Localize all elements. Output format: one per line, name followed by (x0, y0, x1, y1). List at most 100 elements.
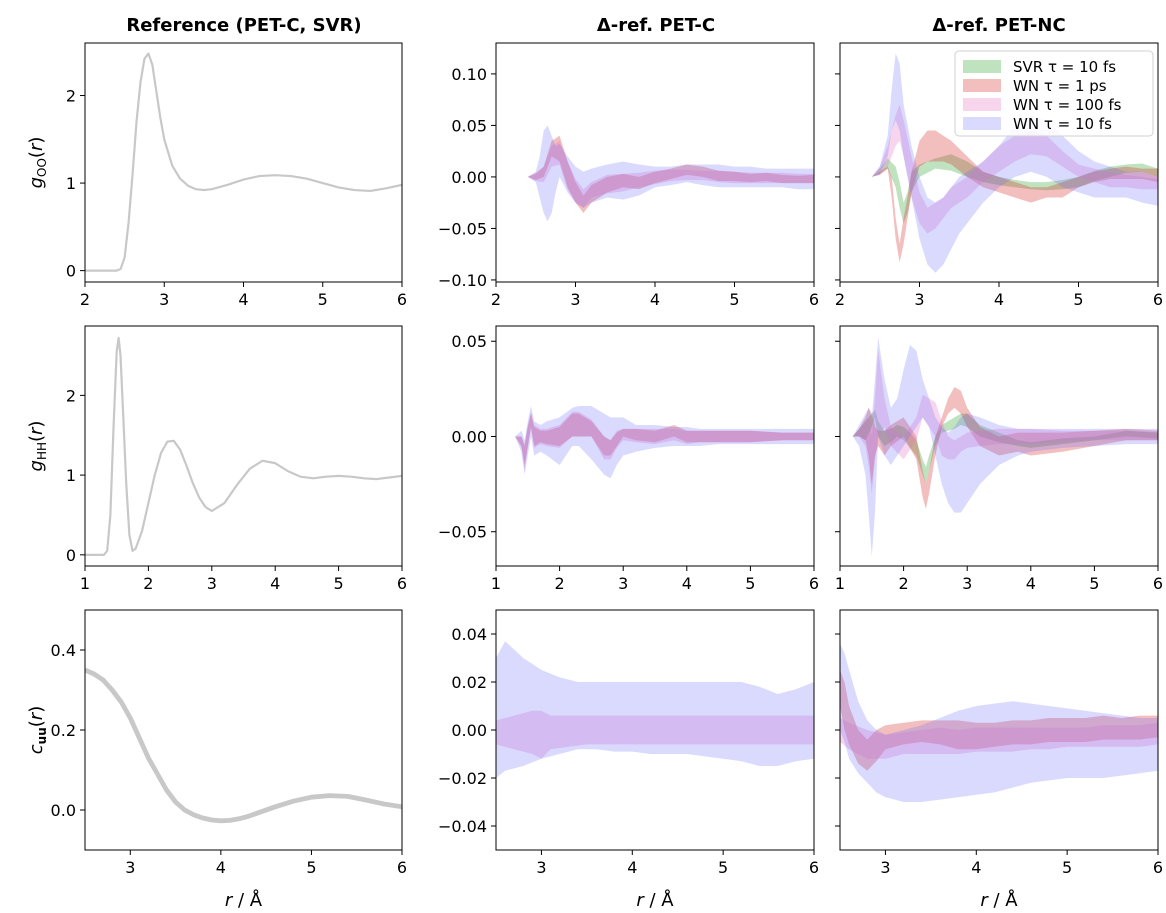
x-tick-label: 3 (914, 290, 924, 309)
x-tick-label: 4 (1026, 574, 1036, 593)
y-tick-label: 0.00 (451, 721, 487, 740)
x-tick-label: 5 (718, 858, 728, 877)
panel-dnc-cuu: 3 4 5 6 r / Å (835, 609, 1163, 911)
band-svr-10fs (840, 409, 1158, 485)
y-tick-label: 0.05 (451, 332, 487, 351)
x-tick-label: 1 (835, 574, 845, 593)
reference-line (85, 336, 402, 556)
x-tick-label: 4 (994, 290, 1004, 309)
band-wn-1ps (840, 670, 1158, 771)
column-titles: Reference (PET-C, SVR) Δ-ref. PET-C Δ-re… (126, 15, 1065, 36)
ylabel-goo: gOO(r) (26, 137, 49, 189)
panel-dc-ghh: 1 2 3 4 5 6 −0.05 0.00 0.05 (438, 325, 819, 593)
x-tick-label: 2 (555, 574, 565, 593)
plot-area (85, 336, 402, 556)
x-tick-label: 6 (397, 574, 407, 593)
x-tick-label: 5 (745, 574, 755, 593)
panel-dc-cuu: 3 4 5 6 −0.04 −0.02 0.00 0.02 0.04 r / Å (438, 609, 819, 911)
column-title-delta-ref-pet-c: Δ-ref. PET-C (597, 15, 715, 36)
x-tick-label: 5 (1073, 290, 1083, 309)
x-tick-label: 3 (207, 574, 217, 593)
band-wn-10fs (840, 643, 1158, 802)
legend-swatch (963, 60, 1001, 73)
band-wn-10fs (496, 641, 814, 778)
legend-entry: WN τ = 1 ps (1013, 77, 1107, 95)
axes-frame (84, 609, 403, 851)
ylabel-cuu: cuu(r) (26, 706, 49, 754)
plot-area (496, 125, 814, 222)
x-tick-label: 6 (809, 574, 819, 593)
column-title-delta-ref-pet-nc: Δ-ref. PET-NC (932, 15, 1065, 36)
x-tick-label: 3 (570, 290, 580, 309)
x-tick-label: 5 (729, 290, 739, 309)
band-wn-1ps (496, 135, 814, 213)
panel-dc-goo: 2 3 4 5 6 −0.10 −0.05 0.00 0.05 0.10 (438, 42, 819, 309)
x-tick-label: 4 (682, 574, 692, 593)
band-wn-100fs (496, 710, 814, 759)
x-tick-label: 3 (536, 858, 546, 877)
x-tick-label: 3 (962, 574, 972, 593)
y-tick-label: 0 (66, 546, 76, 565)
x-tick-label: 6 (397, 858, 407, 877)
x-axis-label: r / Å (980, 889, 1018, 911)
band-wn-1ps (496, 413, 814, 466)
x-tick-label: 2 (143, 574, 153, 593)
y-tick-label: 0.2 (51, 721, 76, 740)
x-tick-label: 2 (80, 290, 90, 309)
y-tick-label: 0.00 (451, 427, 487, 446)
legend-swatch (963, 79, 1001, 92)
y-tick-label: 0.4 (51, 641, 76, 660)
y-tick-label: 0 (66, 262, 76, 281)
legend-swatch (963, 117, 1001, 130)
y-tick-label: 0.05 (451, 116, 487, 135)
band-wn-100fs (840, 350, 1158, 494)
band-wn-10fs (840, 337, 1158, 557)
plot-area (840, 337, 1158, 557)
plot-area (496, 641, 814, 778)
x-tick-label: 6 (1153, 290, 1163, 309)
axes-frame (839, 325, 1159, 567)
x-tick-label: 2 (899, 574, 909, 593)
x-tick-label: 3 (159, 290, 169, 309)
x-tick-label: 5 (334, 574, 344, 593)
band-wn-1ps (840, 386, 1158, 509)
y-tick-label: −0.02 (438, 769, 487, 788)
y-tick-label: −0.10 (438, 271, 487, 290)
y-tick-label: −0.05 (438, 523, 487, 542)
band-wn-100fs (496, 140, 814, 208)
legend-entry: WN τ = 10 fs (1013, 115, 1112, 133)
x-tick-label: 6 (1153, 574, 1163, 593)
plot-area (85, 52, 402, 272)
x-axis-label: r / Å (225, 889, 263, 911)
axes-frame (84, 325, 403, 567)
reference-line (85, 52, 402, 272)
column-title-reference: Reference (PET-C, SVR) (126, 15, 361, 36)
y-tick-label: 1 (66, 174, 76, 193)
x-tick-label: 3 (618, 574, 628, 593)
x-tick-label: 2 (835, 290, 845, 309)
y-tick-label: 2 (66, 87, 76, 106)
y-tick-label: 1 (66, 466, 76, 485)
panel-ref-cuu: 3 4 5 6 0.0 0.2 0.4 cuu(r) r / Å (26, 609, 407, 911)
band-wn-10fs (496, 125, 814, 222)
x-tick-label: 5 (318, 290, 328, 309)
band-wn-100fs (496, 411, 814, 471)
ylabel-ghh: gHH(r) (26, 421, 49, 472)
legend-entry: WN τ = 100 fs (1013, 96, 1122, 114)
band-wn-100fs (840, 104, 1158, 234)
band-wn-1ps (840, 130, 1158, 263)
x-tick-label: 5 (306, 858, 316, 877)
x-tick-label: 4 (650, 290, 660, 309)
band-wn-10fs (496, 406, 814, 479)
plot-area (840, 53, 1158, 273)
x-tick-label: 3 (125, 858, 135, 877)
plot-area (840, 643, 1158, 802)
y-tick-label: 0.02 (451, 673, 487, 692)
band-wn-10fs (840, 53, 1158, 273)
y-tick-label: −0.04 (438, 817, 487, 836)
axes-frame (495, 325, 815, 567)
